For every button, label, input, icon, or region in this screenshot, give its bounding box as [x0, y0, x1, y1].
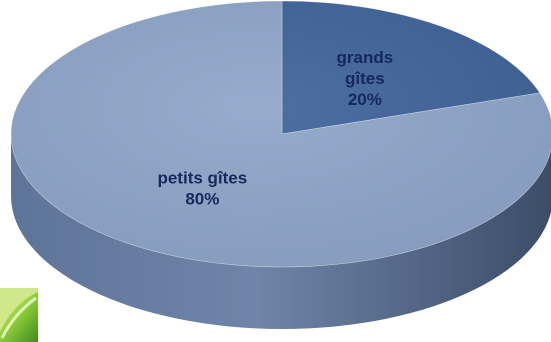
slice-label-0: grands gîtes 20%	[336, 48, 393, 109]
slice-label-1: petits gîtes 80%	[157, 168, 247, 208]
slice-labels: grands gîtes 20% petits gîtes 80%	[157, 48, 393, 208]
slice-label-line: gîtes	[345, 69, 385, 88]
slice-label-line: 20%	[348, 90, 382, 109]
slice-label-line: 80%	[185, 189, 219, 208]
green-leaf-icon	[0, 288, 38, 342]
slice-label-line: grands	[336, 48, 393, 67]
pie-side-wall	[11, 134, 551, 329]
slice-label-line: petits gîtes	[157, 168, 247, 187]
pie-top-shade	[11, 1, 551, 267]
